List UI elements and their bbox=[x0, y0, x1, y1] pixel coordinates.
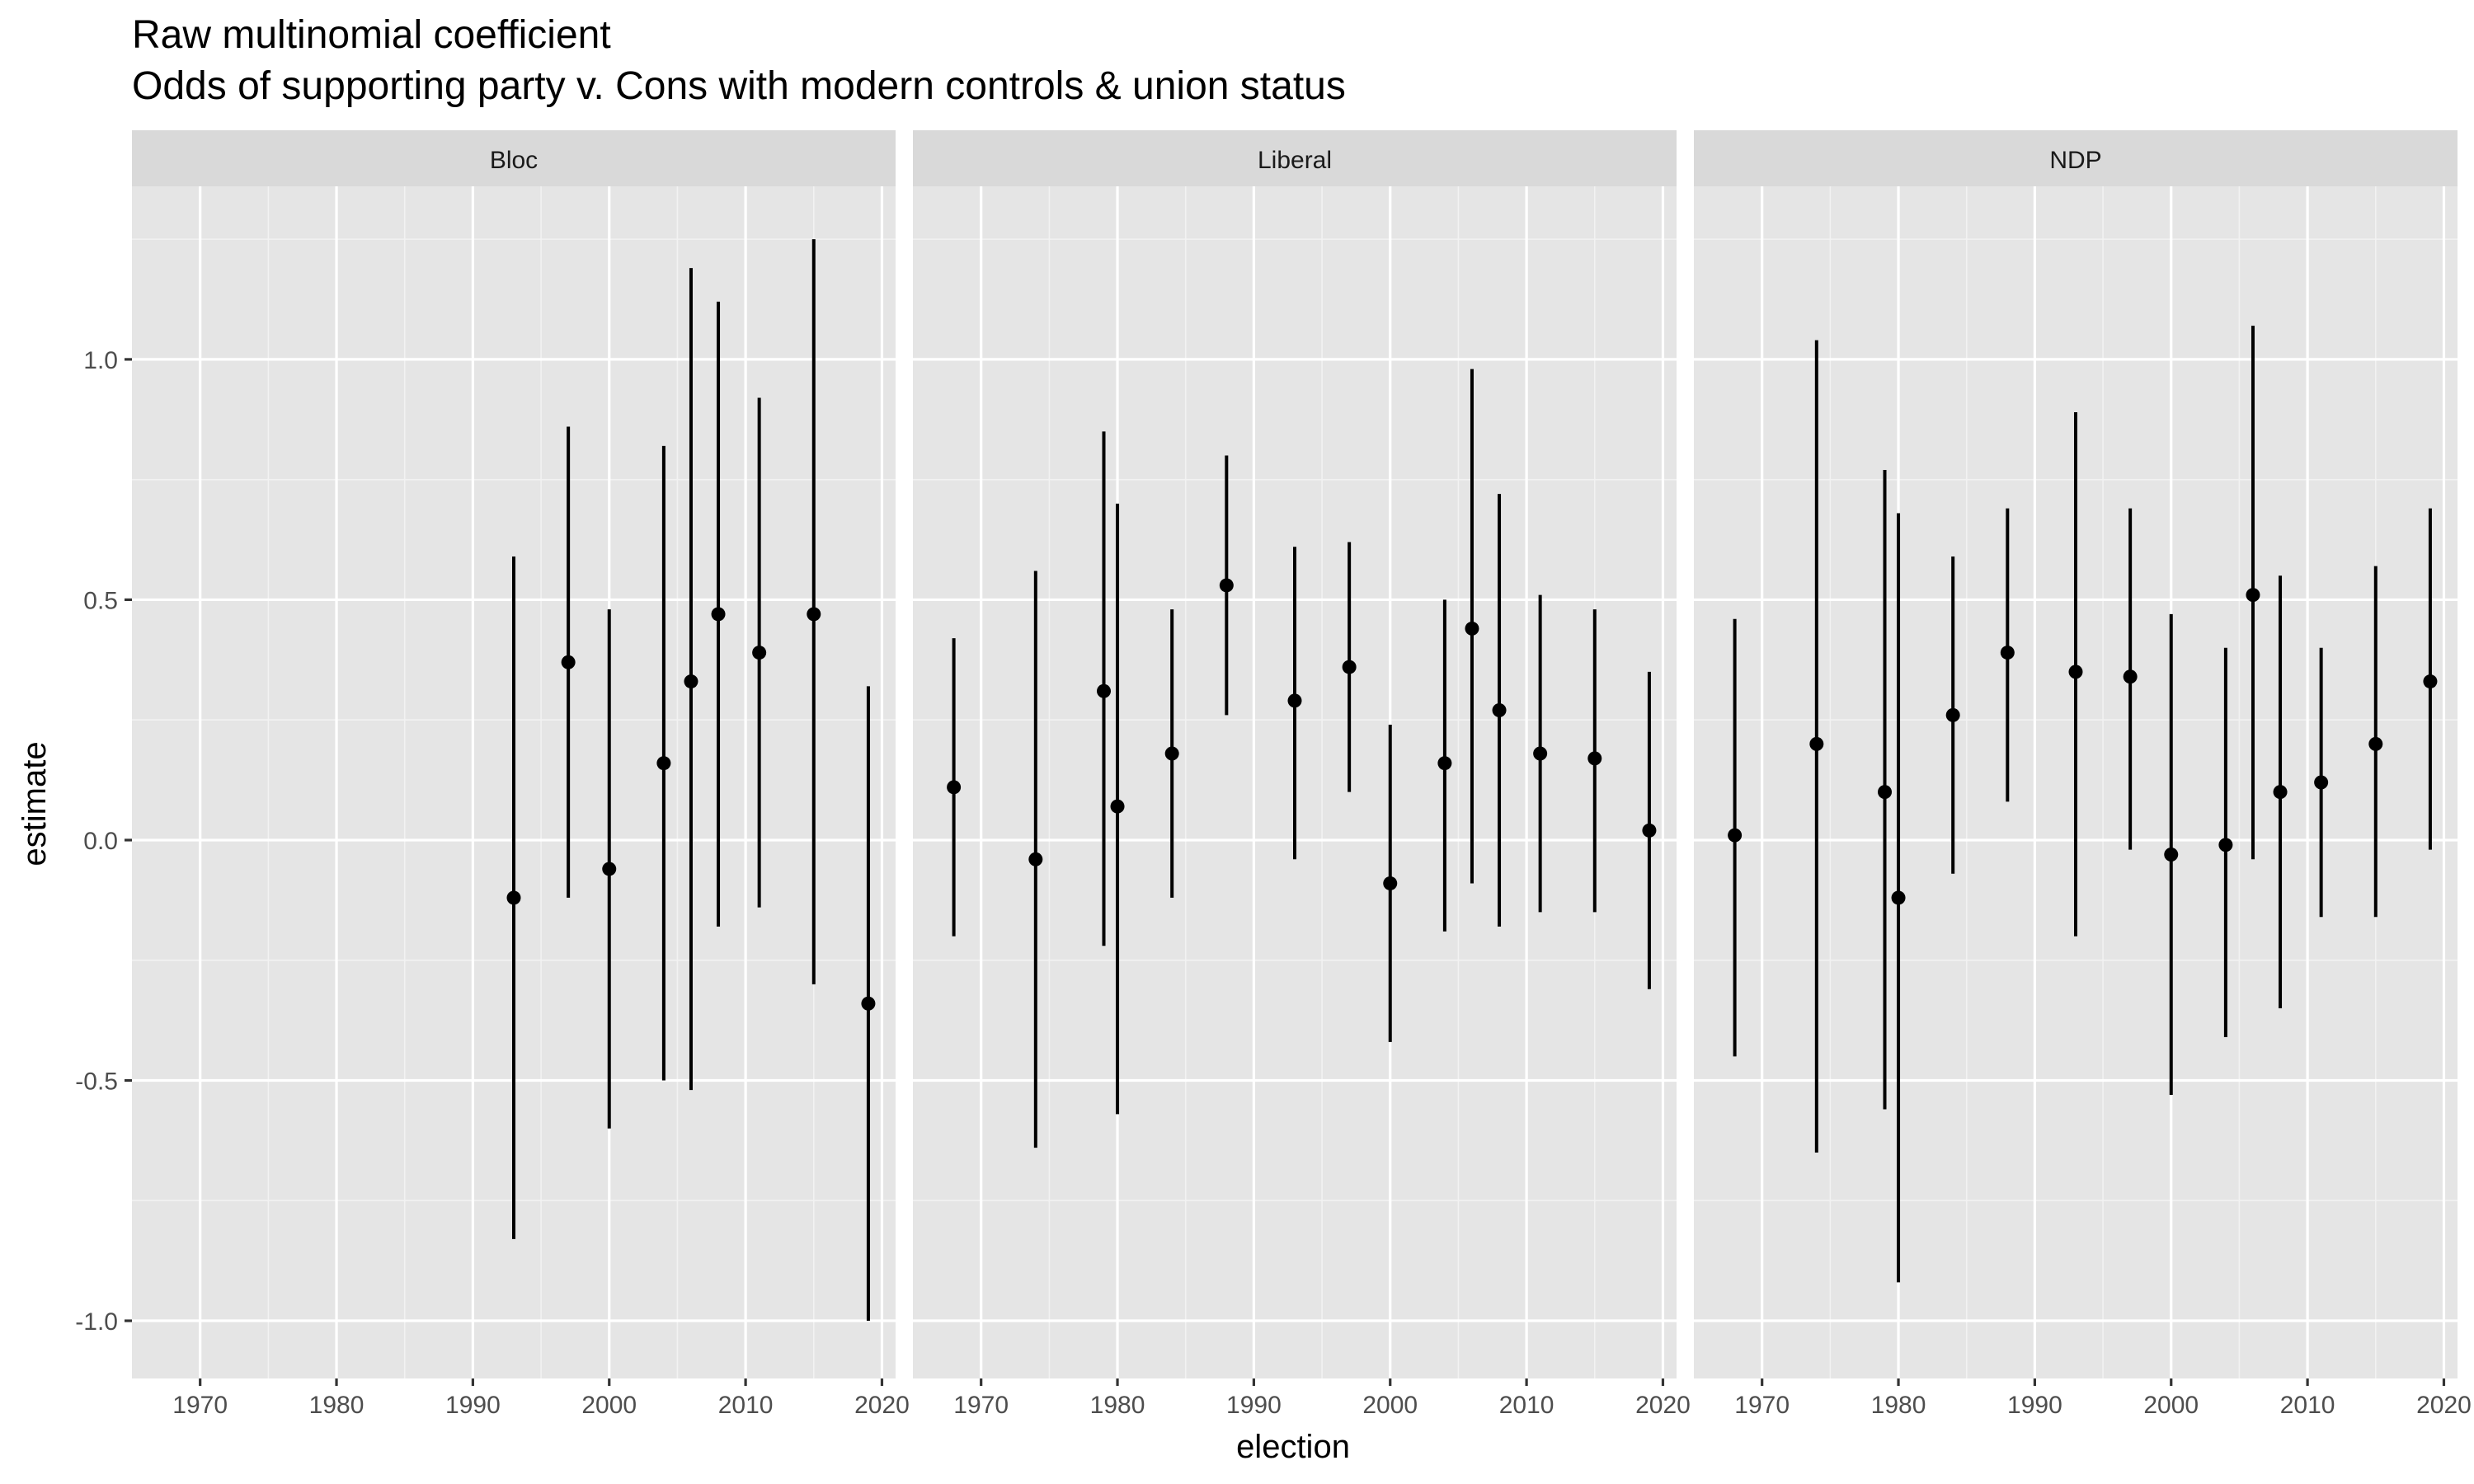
strip-liberal bbox=[913, 130, 1677, 186]
strip-label-bloc: Bloc bbox=[490, 147, 538, 174]
point-bloc-2019 bbox=[861, 996, 876, 1011]
y-tick-label: 0.5 bbox=[83, 587, 118, 614]
point-liberal-1997 bbox=[1342, 660, 1357, 674]
point-bloc-2011 bbox=[752, 646, 767, 660]
point-ndp-2006 bbox=[2246, 588, 2260, 603]
point-bloc-2015 bbox=[807, 607, 821, 622]
panels: Bloc 1970 1980 1990 2000 2010 2020 Liberal 1970 1… bbox=[132, 130, 2472, 1419]
point-ndp-2015 bbox=[2368, 736, 2383, 751]
point-liberal-1984 bbox=[1164, 746, 1179, 761]
x-tick-label: 1970 bbox=[172, 1392, 228, 1419]
point-ndp-1974 bbox=[1809, 736, 1824, 751]
x-tick-label: 1970 bbox=[1734, 1392, 1790, 1419]
x-tick-label: 1970 bbox=[953, 1392, 1009, 1419]
point-liberal-1993 bbox=[1287, 693, 1302, 708]
point-liberal-2008 bbox=[1492, 703, 1507, 718]
x-tick-label: 1980 bbox=[1090, 1392, 1145, 1419]
y-axis-title: estimate bbox=[16, 741, 53, 866]
y-tick-label: 0.0 bbox=[83, 828, 118, 855]
x-tick-label: 2010 bbox=[2280, 1392, 2335, 1419]
point-liberal-2011 bbox=[1533, 746, 1548, 761]
y-tick-label: -1.0 bbox=[75, 1308, 118, 1336]
point-liberal-2004 bbox=[1437, 756, 1452, 771]
point-ndp-1980 bbox=[1891, 890, 1906, 905]
strip-ndp bbox=[1694, 130, 2458, 186]
x-tick-label: 1990 bbox=[1226, 1392, 1282, 1419]
x-tick-label: 2000 bbox=[581, 1392, 637, 1419]
point-ndp-2000 bbox=[2164, 847, 2179, 862]
strip-label-ndp: NDP bbox=[2049, 147, 2101, 174]
point-liberal-1968 bbox=[947, 780, 962, 795]
strip-label-liberal: Liberal bbox=[1258, 147, 1332, 174]
strip-bloc bbox=[132, 130, 896, 186]
point-bloc-2000 bbox=[602, 862, 617, 876]
point-liberal-1974 bbox=[1028, 852, 1043, 866]
panel-liberal: Liberal 1970 1980 1990 2000 2010 2020 bbox=[913, 130, 1691, 1419]
panel-bloc: Bloc 1970 1980 1990 2000 2010 2020 bbox=[132, 130, 910, 1419]
x-axis-title: election bbox=[1236, 1429, 1350, 1465]
point-bloc-2008 bbox=[711, 607, 726, 622]
point-bloc-2004 bbox=[656, 756, 671, 771]
x-tick-label: 2020 bbox=[2416, 1392, 2472, 1419]
point-liberal-2006 bbox=[1465, 621, 1479, 636]
x-tick-label: 2010 bbox=[1499, 1392, 1554, 1419]
point-liberal-2000 bbox=[1383, 876, 1398, 890]
point-liberal-2019 bbox=[1642, 823, 1657, 838]
x-tick-label: 1990 bbox=[2007, 1392, 2062, 1419]
point-bloc-1997 bbox=[561, 655, 576, 669]
point-liberal-1980 bbox=[1110, 799, 1125, 814]
point-ndp-1984 bbox=[1945, 707, 1960, 722]
y-tick-label: 1.0 bbox=[83, 347, 118, 374]
point-ndp-1997 bbox=[2123, 669, 2138, 684]
x-tick-label: 2020 bbox=[854, 1392, 910, 1419]
y-axis: -1.0 -0.5 0.0 0.5 1.0 bbox=[75, 347, 132, 1336]
chart-subtitle: Odds of supporting party v. Cons with mo… bbox=[132, 64, 1346, 108]
point-liberal-1979 bbox=[1097, 683, 1111, 698]
point-ndp-2004 bbox=[2218, 838, 2233, 852]
point-liberal-1988 bbox=[1219, 578, 1234, 593]
point-ndp-1979 bbox=[1878, 785, 1892, 800]
point-ndp-2019 bbox=[2423, 674, 2438, 689]
point-bloc-2006 bbox=[684, 674, 698, 689]
y-tick-label: -0.5 bbox=[75, 1068, 118, 1096]
point-liberal-2015 bbox=[1587, 751, 1602, 766]
point-ndp-2008 bbox=[2273, 785, 2288, 800]
x-tick-label: 2020 bbox=[1635, 1392, 1691, 1419]
point-ndp-1993 bbox=[2068, 665, 2083, 679]
point-ndp-2011 bbox=[2314, 775, 2329, 790]
x-tick-label: 1990 bbox=[445, 1392, 501, 1419]
point-ndp-1968 bbox=[1728, 828, 1743, 843]
title-group: Raw multinomial coefficient Odds of supp… bbox=[132, 13, 1346, 108]
x-tick-label: 2000 bbox=[2143, 1392, 2199, 1419]
x-tick-label: 2000 bbox=[1362, 1392, 1418, 1419]
chart-title: Raw multinomial coefficient bbox=[132, 13, 611, 57]
x-tick-label: 2010 bbox=[718, 1392, 774, 1419]
x-tick-label: 1980 bbox=[1871, 1392, 1926, 1419]
panel-ndp: NDP 1970 1980 1990 2000 2010 2020 bbox=[1694, 130, 2472, 1419]
x-tick-label: 1980 bbox=[309, 1392, 365, 1419]
point-ndp-1988 bbox=[2000, 646, 2015, 660]
point-bloc-1993 bbox=[506, 890, 521, 905]
